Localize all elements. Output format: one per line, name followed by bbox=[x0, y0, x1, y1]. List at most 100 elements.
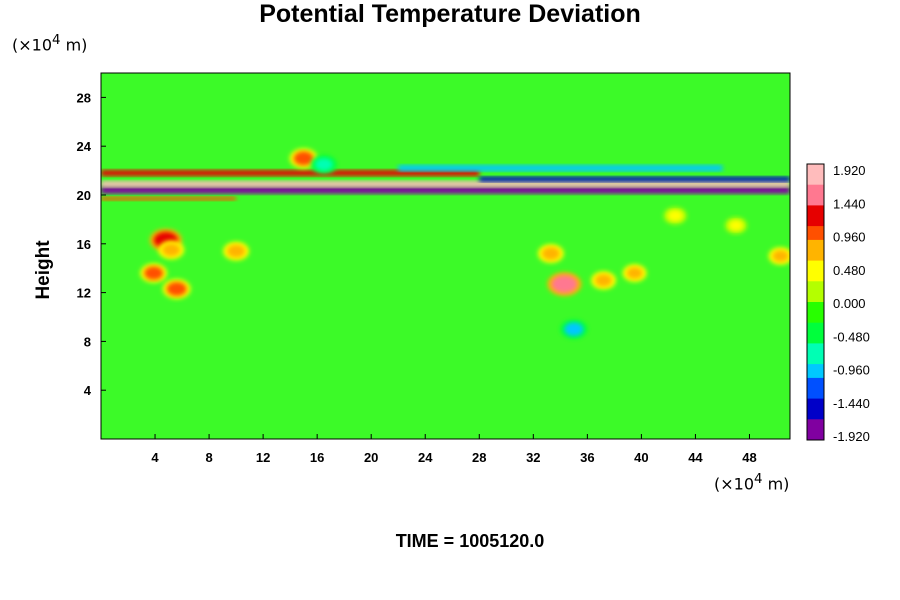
heatmap-blob-8 bbox=[227, 244, 246, 258]
colorbar-segment-0 bbox=[807, 164, 824, 172]
colorbar-segment-28 bbox=[807, 357, 824, 365]
heatmap-background bbox=[101, 73, 790, 439]
colorbar-label-6: -0.960 bbox=[833, 363, 870, 378]
colorbar-segment-21 bbox=[807, 308, 824, 317]
y-tick-label-6: 28 bbox=[77, 90, 91, 105]
heatmap-band-2 bbox=[101, 169, 480, 177]
colorbar-segment-25 bbox=[807, 336, 824, 344]
colorbar-label-1: 1.440 bbox=[833, 196, 866, 211]
x-tick-label-6: 28 bbox=[472, 450, 486, 465]
colorbar-segment-13 bbox=[807, 253, 824, 262]
time-label: TIME = 1005120.0 bbox=[395, 531, 545, 551]
heatmap-band-5 bbox=[101, 196, 237, 201]
colorbar-label-4: 0.000 bbox=[833, 296, 866, 311]
y-tick-label-0: 4 bbox=[84, 383, 92, 398]
colorbar-segment-18 bbox=[807, 288, 824, 296]
colorbar-segment-38 bbox=[807, 426, 824, 434]
colorbar-segment-17 bbox=[807, 281, 824, 289]
heatmap-band-3 bbox=[479, 176, 790, 182]
x-tick-label-11: 48 bbox=[742, 450, 756, 465]
heatmap-blob-11 bbox=[551, 275, 578, 293]
colorbar-segment-5 bbox=[807, 198, 824, 206]
colorbar-segment-31 bbox=[807, 377, 824, 386]
x-axis-ticks: 4 8 12 16 20 24 28 32 36 40 44 48 bbox=[151, 434, 757, 465]
colorbar-segment-2 bbox=[807, 177, 824, 186]
x-tick-label-7: 32 bbox=[526, 450, 540, 465]
colorbar-segment-1 bbox=[807, 170, 824, 179]
heatmap-blob-16 bbox=[293, 151, 314, 166]
heatmap-blob-19 bbox=[728, 220, 743, 231]
x-tick-label-9: 40 bbox=[634, 450, 648, 465]
colorbar-segment-29 bbox=[807, 364, 824, 372]
y-axis-unit: (×104 m) bbox=[12, 33, 88, 55]
heatmap-blob-15 bbox=[564, 322, 584, 336]
colorbar-segment-20 bbox=[807, 302, 824, 310]
colorbar-segment-30 bbox=[807, 371, 824, 379]
heatmap-blob-17 bbox=[314, 158, 333, 171]
colorbar-segment-39 bbox=[807, 433, 824, 441]
colorbar-label-3: 0.480 bbox=[833, 263, 866, 278]
colorbar-segment-14 bbox=[807, 260, 824, 268]
colorbar-segment-9 bbox=[807, 226, 824, 234]
x-tick-label-3: 16 bbox=[310, 450, 324, 465]
colorbar-segment-4 bbox=[807, 191, 824, 199]
x-tick-label-4: 20 bbox=[364, 450, 378, 465]
x-tick-label-8: 36 bbox=[580, 450, 594, 465]
heatmap-band-1 bbox=[101, 180, 790, 188]
colorbar-frame bbox=[806, 163, 825, 441]
x-tick-label-2: 12 bbox=[256, 450, 270, 465]
heatmap-band-4 bbox=[398, 165, 723, 172]
chart-title: Potential Temperature Deviation bbox=[259, 0, 641, 28]
heatmap-blob-9 bbox=[144, 266, 164, 280]
colorbar-segment-34 bbox=[807, 398, 824, 406]
y-tick-label-2: 12 bbox=[77, 286, 91, 301]
y-tick-label-4: 20 bbox=[77, 188, 91, 203]
colorbar: 1.920 1.440 0.960 0.480 0.000 -0.480 -0.960 -1.… bbox=[806, 163, 870, 444]
colorbar-segment-37 bbox=[807, 419, 824, 427]
colorbar-segment-19 bbox=[807, 295, 824, 303]
colorbar-segment-36 bbox=[807, 412, 824, 420]
y-tick-label-1: 8 bbox=[84, 334, 91, 349]
x-axis-unit: (×104 m) bbox=[714, 472, 790, 494]
colorbar-segment-16 bbox=[807, 274, 824, 282]
heatmap-blob-10 bbox=[166, 281, 187, 296]
x-tick-label-10: 44 bbox=[688, 450, 703, 465]
heatmap-blob-12 bbox=[541, 247, 560, 260]
colorbar-segment-27 bbox=[807, 350, 824, 358]
y-tick-label-5: 24 bbox=[77, 139, 92, 154]
colorbar-segment-26 bbox=[807, 343, 824, 351]
colorbar-segment-24 bbox=[807, 329, 824, 337]
colorbar-label-8: -1.920 bbox=[833, 429, 870, 444]
colorbar-segment-10 bbox=[807, 233, 824, 241]
colorbar-segment-11 bbox=[807, 239, 824, 248]
x-tick-label-0: 4 bbox=[151, 450, 159, 465]
colorbar-segment-3 bbox=[807, 184, 824, 193]
y-axis-ticks: 4 8 12 16 20 24 28 bbox=[77, 90, 106, 398]
heatmap-blob-7 bbox=[162, 243, 181, 257]
y-tick-label-3: 16 bbox=[77, 237, 91, 252]
colorbar-segment-32 bbox=[807, 384, 824, 393]
colorbar-label-5: -0.480 bbox=[833, 329, 870, 344]
colorbar-segment-35 bbox=[807, 405, 824, 413]
heatmap-blob-14 bbox=[626, 267, 643, 279]
plot-frame bbox=[100, 72, 791, 440]
colorbar-segment-33 bbox=[807, 391, 824, 400]
colorbar-label-0: 1.920 bbox=[833, 163, 866, 178]
colorbar-segment-15 bbox=[807, 267, 824, 275]
colorbar-segment-6 bbox=[807, 205, 824, 213]
colorbar-segment-8 bbox=[807, 219, 824, 227]
colorbar-segment-23 bbox=[807, 322, 824, 331]
colorbar-segment-12 bbox=[807, 246, 824, 255]
x-tick-label-5: 24 bbox=[418, 450, 433, 465]
heatmap-blob-13 bbox=[595, 274, 613, 287]
heatmap-band-0 bbox=[101, 186, 790, 194]
colorbar-label-7: -1.440 bbox=[833, 396, 870, 411]
heatmap-blob-18 bbox=[667, 210, 683, 222]
x-tick-label-1: 8 bbox=[205, 450, 212, 465]
colorbar-segment-7 bbox=[807, 212, 824, 220]
colorbar-label-2: 0.960 bbox=[833, 230, 866, 245]
colorbar-segment-22 bbox=[807, 315, 824, 324]
plot-area bbox=[101, 73, 790, 439]
heatmap-blob-20 bbox=[772, 250, 789, 262]
